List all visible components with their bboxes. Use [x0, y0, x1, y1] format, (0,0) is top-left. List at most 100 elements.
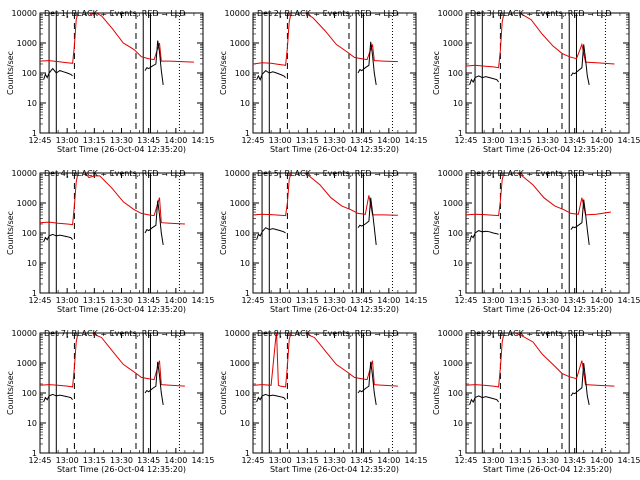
- y-tick-label: 1: [245, 289, 250, 298]
- x-tick-label: 13:45: [137, 296, 160, 305]
- x-tick-label: 14:00: [590, 456, 613, 465]
- series-events-black: [570, 44, 590, 86]
- x-tick-label: 12:45: [241, 136, 264, 145]
- series-events-black: [357, 41, 377, 85]
- x-tick-label: 13:45: [350, 296, 373, 305]
- y-tick-label: 1000: [230, 359, 250, 368]
- x-tick-label: 13:00: [269, 456, 292, 465]
- x-axis-label: Start Time (26-Oct-04 12:35:20): [483, 305, 612, 314]
- series-events-black: [256, 69, 286, 82]
- x-tick-label: 13:00: [482, 296, 505, 305]
- y-tick-label: 10: [240, 259, 250, 268]
- series-lld-red: [253, 13, 398, 66]
- y-tick-label: 1: [245, 449, 250, 458]
- series-events-black: [357, 197, 377, 245]
- panel-title: Det 6( BLACK = Events, RED = LLD: [470, 169, 611, 178]
- y-axis-label: Counts/sec: [432, 371, 441, 415]
- x-tick-label: 14:15: [617, 296, 640, 305]
- y-tick-label: 1000: [17, 39, 37, 48]
- series-lld-red: [253, 173, 398, 217]
- x-tick-label: 14:00: [164, 296, 187, 305]
- x-tick-label: 14:00: [590, 296, 613, 305]
- x-tick-label: 13:30: [536, 456, 559, 465]
- y-tick-label: 10000: [225, 329, 250, 338]
- series-events-black: [144, 361, 164, 405]
- x-tick-label: 13:30: [323, 456, 346, 465]
- y-tick-label: 10000: [12, 9, 37, 18]
- x-tick-label: 13:15: [509, 456, 532, 465]
- series-events-black: [256, 393, 286, 403]
- x-tick-label: 14:00: [377, 296, 400, 305]
- y-tick-label: 1: [245, 129, 250, 138]
- x-tick-label: 14:00: [377, 456, 400, 465]
- series-events-black: [144, 200, 164, 245]
- y-tick-label: 1: [458, 289, 463, 298]
- x-tick-label: 13:45: [563, 296, 586, 305]
- x-axis-label: Start Time (26-Oct-04 12:35:20): [57, 465, 186, 474]
- series-events-black: [256, 227, 286, 240]
- series-lld-red: [466, 173, 611, 217]
- series-lld-red: [253, 333, 398, 388]
- x-tick-label: 13:15: [83, 296, 106, 305]
- x-axis-label: Start Time (26-Oct-04 12:35:20): [270, 465, 399, 474]
- x-tick-label: 14:00: [164, 136, 187, 145]
- x-tick-label: 13:45: [137, 136, 160, 145]
- y-tick-label: 10000: [438, 9, 463, 18]
- x-tick-label: 13:30: [110, 296, 133, 305]
- x-axis-label: Start Time (26-Oct-04 12:35:20): [270, 305, 399, 314]
- y-tick-label: 100: [22, 229, 37, 238]
- y-tick-label: 10: [240, 419, 250, 428]
- y-tick-label: 1: [32, 129, 37, 138]
- y-axis-label: Counts/sec: [219, 211, 228, 255]
- y-tick-label: 1000: [230, 39, 250, 48]
- x-tick-label: 14:15: [404, 456, 427, 465]
- y-tick-label: 100: [235, 389, 250, 398]
- y-tick-label: 1: [458, 129, 463, 138]
- series-events-black: [469, 230, 499, 243]
- y-axis-label: Counts/sec: [219, 371, 228, 415]
- x-tick-label: 14:15: [617, 456, 640, 465]
- series-events-black: [144, 40, 164, 85]
- y-tick-label: 100: [448, 229, 463, 238]
- y-tick-label: 10: [27, 419, 37, 428]
- panel-title: Det 4( BLACK = Events, RED = LLD: [44, 169, 185, 178]
- y-axis-label: Counts/sec: [432, 51, 441, 95]
- x-tick-label: 14:00: [377, 136, 400, 145]
- panel-title: Det 9( BLACK = Events, RED = LLD: [470, 329, 611, 338]
- x-tick-label: 13:00: [56, 296, 79, 305]
- y-tick-label: 10: [453, 99, 463, 108]
- y-axis-label: Counts/sec: [432, 211, 441, 255]
- y-tick-label: 1000: [443, 39, 463, 48]
- series-events-black: [469, 75, 499, 86]
- y-tick-label: 1000: [443, 359, 463, 368]
- plot-frame: [39, 172, 204, 294]
- x-tick-label: 13:30: [323, 296, 346, 305]
- x-tick-label: 14:15: [191, 456, 214, 465]
- series-lld-red: [466, 333, 615, 388]
- series-lld-red: [40, 13, 194, 64]
- series-events-black: [43, 67, 73, 80]
- x-tick-label: 12:45: [241, 296, 264, 305]
- x-tick-label: 13:00: [56, 456, 79, 465]
- x-tick-label: 13:30: [110, 136, 133, 145]
- x-axis-label: Start Time (26-Oct-04 12:35:20): [483, 465, 612, 474]
- x-tick-label: 13:15: [296, 136, 319, 145]
- x-tick-label: 12:45: [28, 136, 51, 145]
- y-tick-label: 1000: [17, 359, 37, 368]
- y-tick-label: 1000: [443, 199, 463, 208]
- x-tick-label: 13:30: [536, 136, 559, 145]
- x-tick-label: 13:45: [350, 136, 373, 145]
- y-tick-label: 10000: [438, 329, 463, 338]
- y-axis-label: Counts/sec: [6, 371, 15, 415]
- y-tick-label: 1000: [17, 199, 37, 208]
- y-tick-label: 10: [27, 259, 37, 268]
- x-tick-label: 14:00: [590, 136, 613, 145]
- y-tick-label: 10000: [12, 329, 37, 338]
- series-lld-red: [40, 173, 185, 226]
- x-tick-label: 13:30: [323, 136, 346, 145]
- x-tick-label: 13:45: [563, 456, 586, 465]
- x-tick-label: 12:45: [241, 456, 264, 465]
- x-tick-label: 13:15: [296, 296, 319, 305]
- x-tick-label: 12:45: [454, 456, 477, 465]
